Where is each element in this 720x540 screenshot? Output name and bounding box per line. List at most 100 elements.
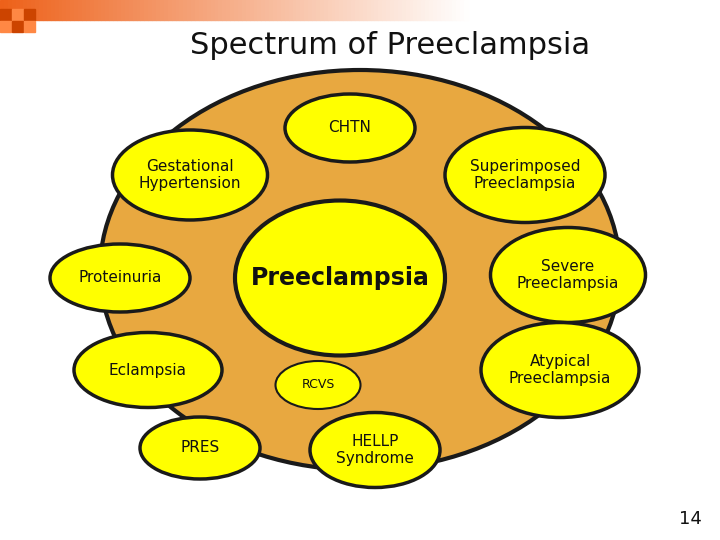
Bar [378,0,382,20]
Bar [215,0,218,20]
Ellipse shape [100,70,620,470]
Bar [382,0,386,20]
Bar [456,0,460,20]
Ellipse shape [445,127,605,222]
Bar [351,0,355,20]
Bar [105,0,109,20]
Bar [168,0,171,20]
Bar [16,0,19,20]
Bar [421,0,425,20]
Bar [308,0,312,20]
Bar [43,0,47,20]
Bar [246,0,250,20]
Bar [55,0,58,20]
Bar [47,0,50,20]
Bar [113,0,117,20]
Text: Severe
Preeclampsia: Severe Preeclampsia [517,259,619,291]
Bar [24,21,35,32]
Bar [184,0,187,20]
Bar [234,0,238,20]
Bar [148,0,152,20]
Bar [316,0,320,20]
Bar [218,0,222,20]
Text: Superimposed
Preeclampsia: Superimposed Preeclampsia [469,159,580,191]
Bar [230,0,234,20]
Ellipse shape [481,322,639,417]
Bar [464,0,468,20]
Bar [117,0,121,20]
Bar [94,0,97,20]
Bar [297,0,300,20]
Bar [24,9,35,20]
Ellipse shape [235,200,445,355]
Text: HELLP
Syndrome: HELLP Syndrome [336,434,414,466]
Ellipse shape [310,413,440,488]
Bar [31,0,35,20]
Bar [187,0,191,20]
Ellipse shape [140,417,260,479]
Ellipse shape [276,361,361,409]
Bar [312,0,316,20]
Bar [102,0,105,20]
Bar [132,0,137,20]
Bar [4,0,8,20]
Ellipse shape [490,227,646,322]
Bar [58,0,63,20]
Bar [324,0,328,20]
Bar [366,0,371,20]
Bar [27,0,31,20]
Bar [12,0,16,20]
Bar [19,0,23,20]
Bar [210,0,215,20]
Bar [374,0,378,20]
Ellipse shape [285,94,415,162]
Bar [320,0,324,20]
Text: Eclampsia: Eclampsia [109,362,187,377]
Bar [0,0,4,20]
Bar [199,0,203,20]
Bar [50,0,55,20]
Bar [371,0,374,20]
Bar [226,0,230,20]
Text: Proteinuria: Proteinuria [78,271,162,286]
Bar [347,0,351,20]
Bar [156,0,160,20]
Bar [413,0,418,20]
Bar [265,0,269,20]
Bar [253,0,258,20]
Bar [78,0,82,20]
Bar [397,0,402,20]
Bar [164,0,168,20]
Bar [355,0,359,20]
Text: Spectrum of Preeclampsia: Spectrum of Preeclampsia [190,30,590,59]
Bar [273,0,277,20]
Bar [137,0,140,20]
Bar [331,0,336,20]
Bar [121,0,125,20]
Bar [0,21,11,32]
Bar [292,0,297,20]
Bar [445,0,449,20]
Bar [82,0,86,20]
Bar [289,0,292,20]
Bar [12,21,23,32]
Bar [433,0,437,20]
Bar [336,0,339,20]
Bar [171,0,176,20]
Bar [66,0,71,20]
Bar [359,0,363,20]
Text: Preeclampsia: Preeclampsia [251,266,429,290]
Bar [394,0,397,20]
Bar [125,0,129,20]
Bar [23,0,27,20]
Bar [86,0,90,20]
Bar [39,0,43,20]
Bar [8,0,12,20]
Bar [12,9,23,20]
Text: PRES: PRES [181,441,220,456]
Bar [452,0,456,20]
Bar [109,0,113,20]
Bar [242,0,246,20]
Bar [176,0,179,20]
Bar [284,0,289,20]
